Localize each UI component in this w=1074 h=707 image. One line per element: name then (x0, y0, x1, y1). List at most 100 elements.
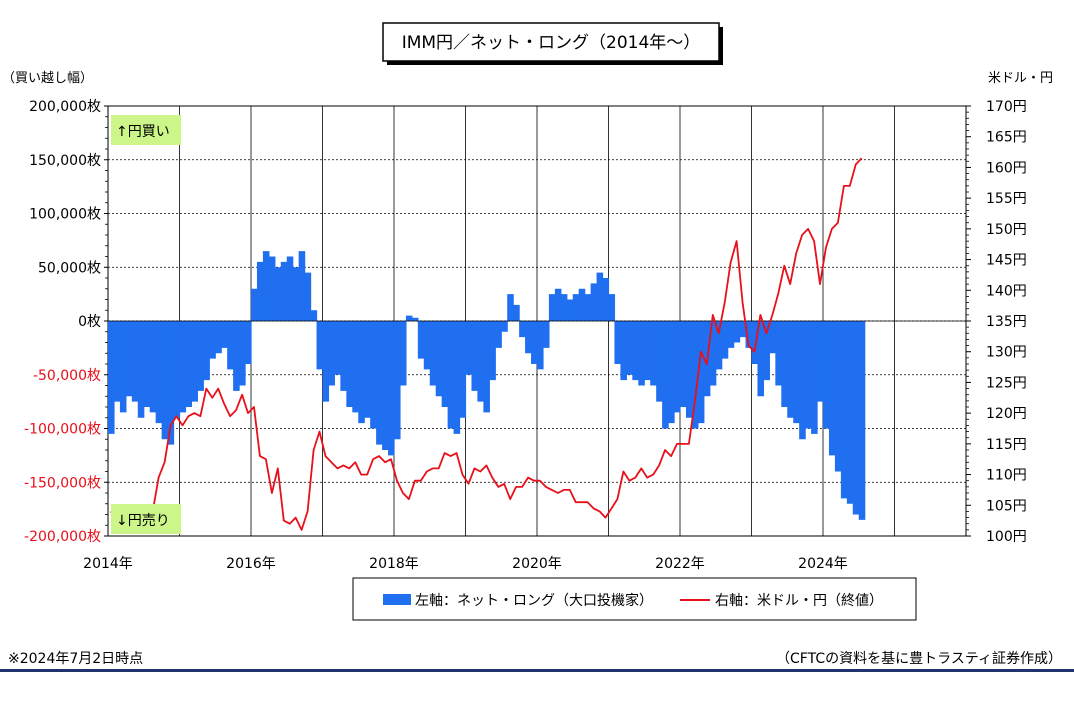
bar-net-long (114, 321, 121, 402)
bar-net-long (686, 321, 693, 418)
bar-net-long (829, 321, 836, 455)
bar-net-long (674, 321, 681, 412)
bar-net-long (287, 257, 294, 322)
bar-net-long (817, 321, 824, 402)
bar-net-long (787, 321, 794, 418)
bar-net-long (293, 267, 300, 321)
bar-net-long (227, 321, 234, 369)
left-tick-label: 50,000枚 (38, 260, 101, 276)
legend-bar-label: 左軸：ネット・ロング（大口投機家） (415, 592, 653, 609)
bar-net-long (549, 294, 556, 321)
bar-net-long (513, 305, 520, 321)
left-tick-label: 200,000枚 (29, 99, 101, 115)
left-tick-label: -100,000枚 (24, 422, 101, 438)
right-tick-label: 120円 (986, 406, 1027, 422)
bar-net-long (442, 321, 449, 407)
chart-title: IMM円／ネット・ロング（2014年～） (402, 33, 701, 53)
bar-net-long (722, 321, 729, 359)
right-axis-label: 米ドル・円 (988, 71, 1053, 86)
left-tick-label: -200,000枚 (24, 529, 101, 545)
bar-net-long (245, 321, 252, 364)
bar-net-long (174, 321, 181, 418)
bar-net-long (597, 273, 604, 321)
bar-net-long (281, 262, 288, 321)
bar-net-long (328, 321, 335, 386)
bar-net-long (120, 321, 127, 412)
bar-net-long (495, 321, 502, 348)
bar-net-long (525, 321, 532, 353)
bar-net-long (388, 321, 395, 455)
right-tick-label: 155円 (986, 191, 1027, 207)
left-tick-label: 0枚 (78, 314, 101, 330)
bar-net-long (841, 321, 848, 498)
bar-net-long (180, 321, 187, 412)
bar-net-long (233, 321, 240, 391)
bar-net-long (477, 321, 484, 402)
bar-net-long (579, 289, 586, 321)
right-tick-label: 140円 (986, 283, 1027, 299)
footer-rule (0, 669, 1074, 672)
bar-net-long (734, 321, 741, 343)
bar-net-long (162, 321, 169, 439)
bar-net-long (847, 321, 854, 504)
bar-net-long (632, 321, 639, 380)
bar-net-long (334, 321, 341, 375)
bar-net-long (537, 321, 544, 369)
bar-net-long (126, 321, 133, 396)
bar-net-long (823, 321, 830, 429)
bar-net-long (191, 321, 198, 402)
bar-net-long (752, 321, 759, 364)
bar-net-long (638, 321, 645, 386)
bar-net-long (185, 321, 192, 407)
bar-net-long (406, 316, 413, 321)
bar-net-long (418, 321, 425, 359)
bar-net-long (352, 321, 359, 412)
bar-net-long (454, 321, 461, 434)
right-tick-label: 115円 (986, 437, 1027, 453)
footer-source: （CFTCの資料を基に豊トラスティ証券作成） (776, 650, 1062, 667)
bar-net-long (573, 294, 580, 321)
left-tick-label: -50,000枚 (33, 368, 101, 384)
bar-net-long (656, 321, 663, 402)
bar-net-long (340, 321, 347, 391)
bar-net-long (209, 321, 216, 359)
bar-net-long (466, 321, 473, 375)
bar-net-long (811, 321, 818, 434)
bar-net-long (203, 321, 210, 380)
x-tick-label: 2024年 (798, 556, 848, 572)
bar-net-long (239, 321, 246, 386)
bar-net-long (561, 294, 568, 321)
bar-net-long (311, 310, 318, 321)
legend-bar-swatch (383, 594, 411, 605)
bar-net-long (221, 321, 228, 348)
bar-net-long (775, 321, 782, 386)
bar-net-long (835, 321, 842, 472)
bar-net-long (323, 321, 330, 402)
bar-net-long (317, 321, 324, 369)
bar-net-long (614, 321, 621, 364)
bar-net-long (543, 321, 550, 348)
bar-net-long (620, 321, 627, 380)
bar-net-long (644, 321, 651, 380)
plot-area (108, 106, 966, 536)
bar-net-long (793, 321, 800, 423)
bar-net-long (251, 289, 258, 321)
bar-net-long (424, 321, 431, 369)
x-tick-label: 2016年 (226, 556, 276, 572)
bar-net-long (531, 321, 538, 364)
bar-net-long (448, 321, 455, 429)
bar-net-long (269, 257, 276, 322)
x-tick-label: 2014年 (83, 556, 133, 572)
bar-net-long (376, 321, 383, 445)
right-tick-label: 150円 (986, 222, 1027, 238)
bar-net-long (364, 321, 371, 418)
bar-net-long (626, 321, 633, 375)
bar-net-long (150, 321, 157, 412)
left-tick-label: -150,000枚 (24, 475, 101, 491)
bar-net-long (662, 321, 669, 429)
bar-net-long (430, 321, 437, 386)
bar-net-long (859, 321, 866, 520)
left-axis-label: （買い越し幅） (2, 71, 93, 86)
bar-net-long (346, 321, 353, 407)
bar-net-long (263, 251, 270, 321)
